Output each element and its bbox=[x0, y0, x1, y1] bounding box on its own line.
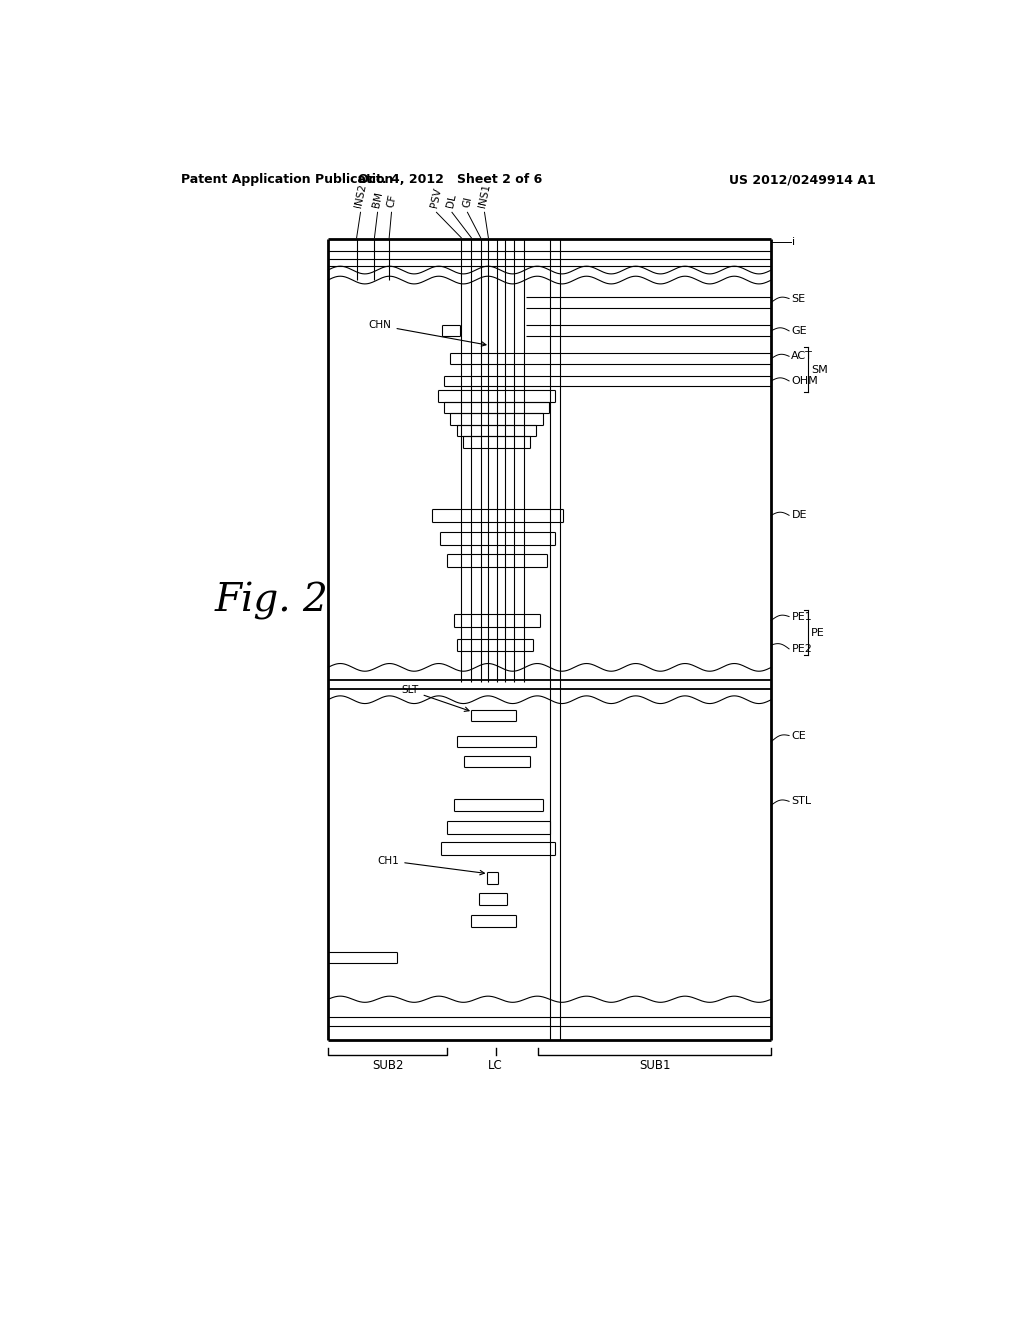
Text: SLT: SLT bbox=[401, 685, 469, 711]
Text: BM: BM bbox=[371, 190, 384, 209]
Text: US 2012/0249914 A1: US 2012/0249914 A1 bbox=[729, 173, 876, 186]
Text: DL: DL bbox=[445, 193, 459, 209]
Text: i: i bbox=[793, 236, 796, 247]
Text: INS1: INS1 bbox=[477, 183, 492, 209]
Text: CF: CF bbox=[385, 194, 397, 209]
Text: Patent Application Publication: Patent Application Publication bbox=[180, 173, 393, 186]
Text: SE: SE bbox=[792, 293, 806, 304]
Text: Oct. 4, 2012   Sheet 2 of 6: Oct. 4, 2012 Sheet 2 of 6 bbox=[357, 173, 542, 186]
Text: GE: GE bbox=[792, 326, 807, 335]
Text: STL: STL bbox=[792, 796, 812, 807]
Text: SM: SM bbox=[811, 364, 827, 375]
Text: CH1: CH1 bbox=[378, 855, 484, 875]
Text: INS2: INS2 bbox=[353, 183, 368, 209]
Text: Fig. 2: Fig. 2 bbox=[215, 582, 329, 620]
Text: PSV: PSV bbox=[429, 187, 443, 209]
Text: SUB2: SUB2 bbox=[372, 1059, 403, 1072]
Text: ACT: ACT bbox=[792, 351, 813, 362]
Text: SUB1: SUB1 bbox=[639, 1059, 671, 1072]
Text: PE2: PE2 bbox=[792, 644, 812, 653]
Text: OHM: OHM bbox=[792, 376, 818, 385]
Text: GI: GI bbox=[462, 195, 473, 209]
Text: LC: LC bbox=[488, 1059, 503, 1072]
Text: CE: CE bbox=[792, 730, 806, 741]
Text: PE1: PE1 bbox=[792, 611, 812, 622]
Text: DE: DE bbox=[792, 511, 807, 520]
Text: PE: PE bbox=[811, 628, 824, 638]
Text: CHN: CHN bbox=[369, 321, 486, 346]
